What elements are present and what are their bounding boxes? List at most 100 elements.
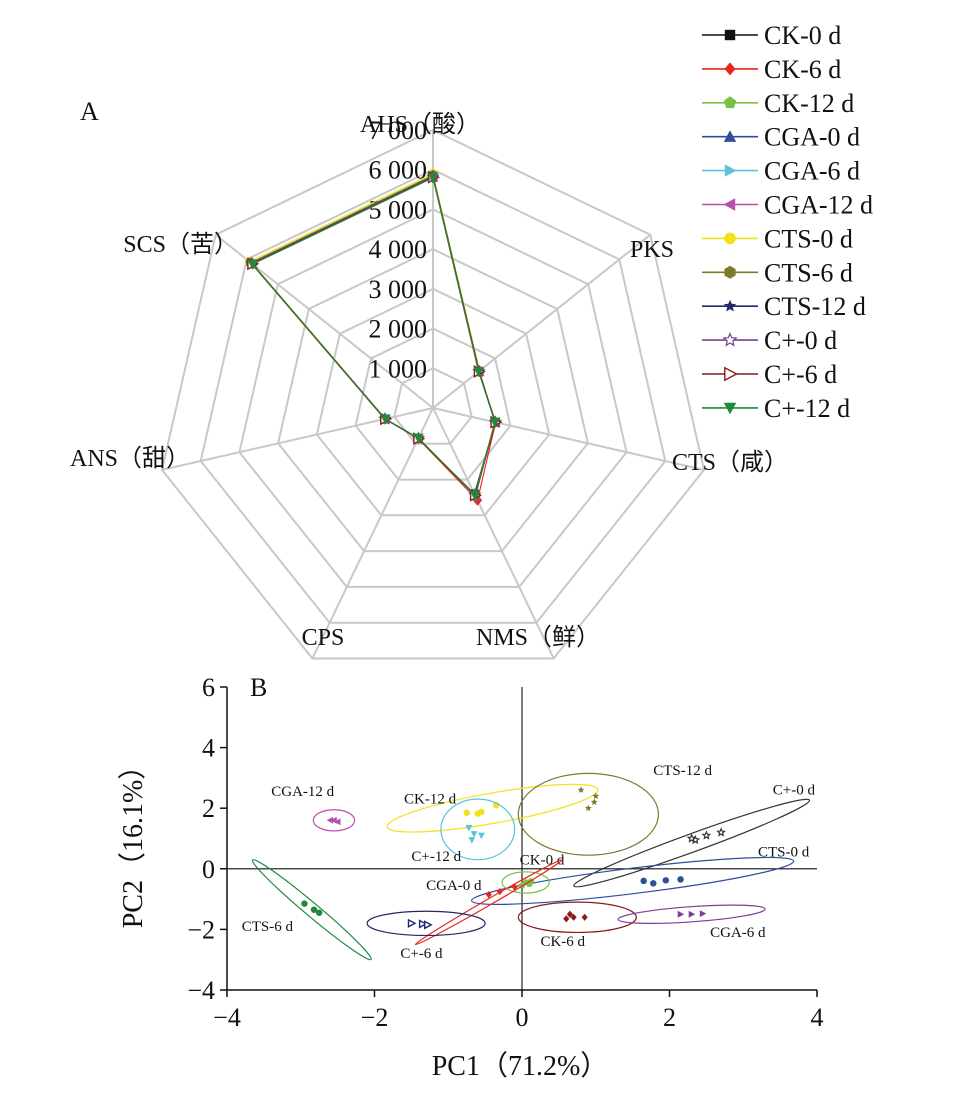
radar-point — [427, 173, 439, 184]
pca-point — [563, 915, 570, 923]
radar-spoke — [432, 407, 705, 471]
legend-marker — [724, 366, 738, 382]
legend-label: CK-12 d — [764, 89, 854, 118]
radar-series — [244, 168, 503, 506]
legend-marker — [724, 232, 736, 245]
pca-point — [566, 910, 573, 918]
radar-ring-label: 6 000 — [369, 156, 428, 185]
pca-point — [650, 880, 657, 887]
radar-grid — [160, 128, 706, 660]
radar-point — [247, 259, 258, 270]
pca-point — [326, 816, 334, 824]
pca-group-1: C+-12 d — [411, 798, 516, 865]
pca-point — [699, 910, 707, 918]
legend-label: CGA-0 d — [764, 123, 860, 152]
pca-group-7: CK-6 d — [517, 901, 637, 950]
y-tick-label: 2 — [202, 794, 215, 823]
radar-ring — [354, 327, 512, 481]
radar-axis-label: SCS（苦） — [123, 231, 238, 258]
radar-axis-label: PKS — [630, 237, 674, 263]
pca-point — [465, 825, 473, 832]
pca-group-0: CK-12 d — [386, 783, 599, 833]
y-tick-label: 4 — [202, 734, 215, 763]
confidence-ellipse — [440, 798, 516, 861]
pca-group-2: CTS-12 d — [517, 763, 713, 856]
y-tick-label: 6 — [202, 673, 215, 702]
pca-point — [581, 913, 588, 921]
panel-letter-b: B — [250, 673, 267, 702]
pca-group-11: C+-6 d — [366, 910, 486, 962]
confidence-ellipse — [617, 904, 766, 924]
legend-item: CK-0 d — [702, 21, 841, 50]
radar-ring-label: 1 000 — [369, 354, 428, 383]
pca-point — [424, 920, 433, 930]
pca-point — [334, 818, 341, 826]
pca-point — [686, 833, 697, 843]
confidence-ellipse — [573, 798, 811, 888]
cluster-label: C+-12 d — [411, 849, 461, 865]
radar-spoke — [161, 407, 434, 471]
radar-axis-label: AHS（酸） — [360, 111, 480, 138]
cluster-label: C+-6 d — [400, 946, 443, 962]
radar-axis-label: CPS — [302, 625, 345, 651]
cluster-label: CGA-12 d — [271, 784, 334, 800]
legend: CK-0 d CK-6 d CK-12 d CGA-0 d CGA-6 d CGA-12 … — [702, 21, 873, 423]
y-tick-label: −4 — [187, 976, 215, 1005]
legend-marker — [724, 29, 736, 41]
confidence-ellipse — [517, 901, 637, 934]
legend-label: CGA-6 d — [764, 157, 860, 186]
radar-point — [469, 490, 481, 501]
pca-point — [478, 832, 485, 840]
pca-point — [577, 786, 585, 793]
radar-ring — [315, 287, 551, 517]
cluster-label: CGA-0 d — [426, 878, 482, 894]
pca-point — [468, 837, 476, 844]
pca-point — [496, 887, 503, 896]
x-tick-label: 0 — [516, 1003, 529, 1032]
pca-point — [688, 910, 696, 918]
radar-axis-label: CTS（咸） — [672, 449, 788, 476]
radar-chart: A AHS（酸） PKS CTS（咸） NMS（鲜） CPS ANS（甜） SCS（苦） 1… — [70, 97, 788, 660]
pca-groups: CK-12 d C+-12 d CTS-12 d C+-0 d CTS-0 d CK-0 … — [242, 763, 816, 962]
pca-point — [590, 798, 598, 806]
pca-point — [701, 830, 712, 840]
legend-item: CGA-6 d — [702, 157, 860, 186]
legend-label: CTS-6 d — [764, 258, 853, 287]
cluster-label: CTS-12 d — [653, 763, 712, 779]
confidence-ellipse — [386, 783, 599, 833]
radar-ring-label: 2 000 — [369, 315, 428, 344]
pca-point — [301, 900, 308, 907]
pca-point — [640, 877, 647, 885]
legend-marker — [724, 62, 736, 76]
pca-point — [310, 906, 318, 913]
radar-spoke — [432, 407, 555, 659]
radar-ring-labels: 1 000 2 000 3 000 4 000 5 000 6 000 7 000 — [369, 116, 428, 383]
pca-group-3: C+-0 d — [573, 783, 816, 888]
pca-chart: B −4 −2 0 2 4 −4 −2 0 2 4 6 CK-12 d C+-12 d CTS-12 d… — [117, 673, 824, 1082]
cluster-label: CK-12 d — [404, 792, 457, 808]
legend-item: CGA-12 d — [702, 191, 873, 220]
radar-axis-label: ANS（甜） — [70, 445, 190, 472]
pca-axes: −4 −2 0 2 4 −4 −2 0 2 4 6 — [187, 673, 823, 1032]
radar-series-line — [251, 176, 496, 497]
legend-item: CGA-0 d — [702, 123, 860, 152]
legend-item: CK-6 d — [702, 55, 841, 84]
legend-item: C+-12 d — [702, 394, 850, 423]
confidence-ellipse — [470, 856, 795, 905]
cluster-label: C+-0 d — [773, 783, 816, 799]
pca-point — [592, 792, 600, 799]
legend-item: CTS-6 d — [702, 258, 853, 287]
pca-point — [570, 913, 577, 921]
radar-ring — [199, 168, 667, 624]
pca-group-4: CTS-0 d — [470, 845, 810, 905]
legend-marker — [722, 332, 738, 347]
radar-ring-label: 5 000 — [369, 195, 428, 224]
radar-ring — [238, 208, 628, 588]
y-tick-label: −2 — [187, 915, 215, 944]
legend-marker — [723, 402, 737, 415]
legend-item: CK-12 d — [702, 89, 854, 118]
legend-label: C+-0 d — [764, 326, 837, 355]
legend-marker — [724, 265, 736, 279]
legend-label: CK-0 d — [764, 21, 841, 50]
